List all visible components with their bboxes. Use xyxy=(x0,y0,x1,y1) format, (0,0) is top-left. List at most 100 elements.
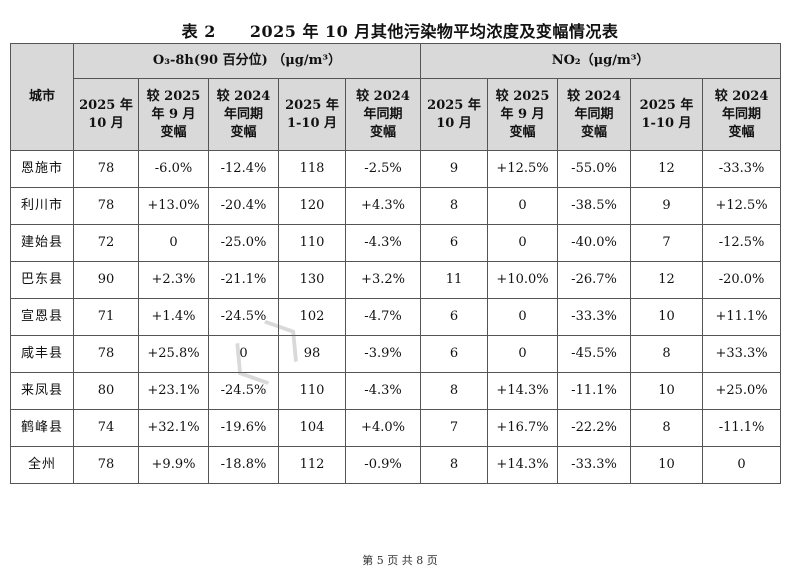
cell-o3-1: +9.9% xyxy=(138,446,209,484)
pollutant-table: 城市 O₃-8h(90 百分位) （μg/m³） NO₂（μg/m³） 2025… xyxy=(10,43,782,484)
cell-o3-1: 0 xyxy=(138,224,209,262)
cell-o3-3: 104 xyxy=(278,409,346,447)
header-o3-col-2: 较 2024 年同期 变幅 xyxy=(208,78,279,151)
cell-o3-2: 0 xyxy=(208,335,279,373)
cell-o3-0: 72 xyxy=(73,224,139,262)
page-footer: 第 5 页 共 8 页 xyxy=(362,554,438,567)
cell-no2-3: 7 xyxy=(630,224,704,262)
cell-no2-2: -55.0% xyxy=(557,150,632,188)
cell-no2-3: 8 xyxy=(630,409,704,447)
cell-o3-3: 130 xyxy=(278,261,346,299)
header-no2-col-3: 2025 年 1-10 月 xyxy=(630,78,704,151)
header-o3-col-0: 2025 年 10 月 xyxy=(73,78,139,151)
table-row: 建始县 72 0 -25.0% 110 -4.3% 6 0 -40.0% 7 -12.5% xyxy=(10,224,782,262)
cell-o3-1: +1.4% xyxy=(138,298,209,336)
table-row: 咸丰县 78 +25.8% 0 98 -3.9% 6 0 -45.5% 8 +33.3% xyxy=(10,335,782,373)
cell-o3-2: -18.8% xyxy=(208,446,279,484)
cell-no2-4: -20.0% xyxy=(702,261,782,299)
cell-o3-4: -0.9% xyxy=(344,446,422,484)
cell-o3-3: 98 xyxy=(278,335,346,373)
cell-no2-3: 10 xyxy=(630,298,704,336)
cell-no2-0: 6 xyxy=(420,298,489,336)
cell-no2-0: 6 xyxy=(420,224,489,262)
cell-o3-1: +25.8% xyxy=(138,335,209,373)
cell-no2-1: 0 xyxy=(487,187,559,225)
cell-no2-0: 6 xyxy=(420,335,489,373)
cell-no2-1: +16.7% xyxy=(487,409,559,447)
cell-o3-0: 90 xyxy=(73,261,139,299)
cell-no2-0: 7 xyxy=(420,409,489,447)
cell-no2-2: -11.1% xyxy=(557,372,632,410)
cell-o3-0: 80 xyxy=(73,372,139,410)
cell-o3-2: -24.5% xyxy=(208,298,279,336)
cell-o3-2: -20.4% xyxy=(208,187,279,225)
cell-no2-1: +10.0% xyxy=(487,261,559,299)
header-o3-group: O₃-8h(90 百分位) （μg/m³） xyxy=(72,43,422,79)
cell-o3-0: 78 xyxy=(73,150,139,188)
cell-city: 来凤县 xyxy=(10,372,74,410)
cell-o3-1: +32.1% xyxy=(138,409,209,447)
cell-no2-3: 9 xyxy=(630,187,704,225)
table-title-text: 2025 年 10 月其他污染物平均浓度及变幅情况表 xyxy=(249,22,619,41)
table-row: 鹤峰县 74 +32.1% -19.6% 104 +4.0% 7 +16.7% -22.2% 8-… xyxy=(10,409,782,447)
cell-no2-2: -40.0% xyxy=(557,224,632,262)
cell-o3-2: -25.0% xyxy=(208,224,279,262)
cell-o3-2: -24.5% xyxy=(208,372,279,410)
header-no2-col-2: 较 2024 年同期 变幅 xyxy=(557,78,632,151)
cell-no2-0: 8 xyxy=(420,446,489,484)
cell-o3-4: -2.5% xyxy=(344,150,422,188)
cell-o3-4: +3.2% xyxy=(344,261,422,299)
header-no2-group: NO₂（μg/m³） xyxy=(420,43,782,79)
cell-no2-3: 10 xyxy=(630,372,704,410)
table-number: 表 2 xyxy=(181,22,216,41)
cell-o3-2: -12.4% xyxy=(208,150,279,188)
cell-no2-0: 9 xyxy=(420,150,489,188)
cell-no2-4: -11.1% xyxy=(702,409,782,447)
table-row: 利川市 78 +13.0% -20.4% 120 +4.3% 8 0 -38.5% 9 +12.5% xyxy=(10,187,782,225)
cell-o3-3: 110 xyxy=(278,224,346,262)
cell-city: 巴东县 xyxy=(10,261,74,299)
cell-no2-4: +12.5% xyxy=(702,187,782,225)
cell-no2-1: 0 xyxy=(487,335,559,373)
header-city: 城市 xyxy=(10,43,74,151)
cell-o3-2: -19.6% xyxy=(208,409,279,447)
cell-o3-4: -4.3% xyxy=(344,372,422,410)
cell-o3-3: 120 xyxy=(278,187,346,225)
cell-no2-0: 8 xyxy=(420,187,489,225)
cell-no2-3: 12 xyxy=(630,150,704,188)
cell-no2-1: +12.5% xyxy=(487,150,559,188)
header-o3-col-1: 较 2025 年 9 月 变幅 xyxy=(138,78,209,151)
cell-o3-4: -3.9% xyxy=(344,335,422,373)
cell-no2-4: -12.5% xyxy=(702,224,782,262)
cell-city: 宣恩县 xyxy=(10,298,74,336)
cell-no2-2: -38.5% xyxy=(557,187,632,225)
cell-no2-0: 11 xyxy=(420,261,489,299)
cell-no2-2: -33.3% xyxy=(557,298,632,336)
cell-no2-3: 10 xyxy=(630,446,704,484)
cell-no2-1: +14.3% xyxy=(487,372,559,410)
cell-no2-2: -33.3% xyxy=(557,446,632,484)
cell-o3-1: +2.3% xyxy=(138,261,209,299)
header-no2-col-1: 较 2025 年 9 月 变幅 xyxy=(487,78,559,151)
cell-o3-4: -4.3% xyxy=(344,224,422,262)
table-row: 来凤县 80 +23.1% -24.5% 110 -4.3% 8 +14.3% -11.1% 10… xyxy=(10,372,782,410)
header-o3-col-3: 2025 年 1-10 月 xyxy=(278,78,346,151)
cell-o3-3: 102 xyxy=(278,298,346,336)
cell-o3-2: -21.1% xyxy=(208,261,279,299)
cell-o3-3: 112 xyxy=(278,446,346,484)
header-no2-col-0: 2025 年 10 月 xyxy=(420,78,489,151)
cell-city: 恩施市 xyxy=(10,150,74,188)
cell-city: 咸丰县 xyxy=(10,335,74,373)
cell-no2-4: +11.1% xyxy=(702,298,782,336)
cell-city: 利川市 xyxy=(10,187,74,225)
cell-o3-4: +4.3% xyxy=(344,187,422,225)
header-o3-col-4: 较 2024 年同期 变幅 xyxy=(344,78,422,151)
header-no2-col-4: 较 2024 年同期 变幅 xyxy=(702,78,782,151)
cell-o3-4: +4.0% xyxy=(344,409,422,447)
cell-city: 建始县 xyxy=(10,224,74,262)
cell-o3-0: 78 xyxy=(73,335,139,373)
cell-no2-1: 0 xyxy=(487,298,559,336)
cell-no2-4: +33.3% xyxy=(702,335,782,373)
table-title: 表 2 2025 年 10 月其他污染物平均浓度及变幅情况表 xyxy=(0,18,800,42)
cell-o3-0: 78 xyxy=(73,446,139,484)
